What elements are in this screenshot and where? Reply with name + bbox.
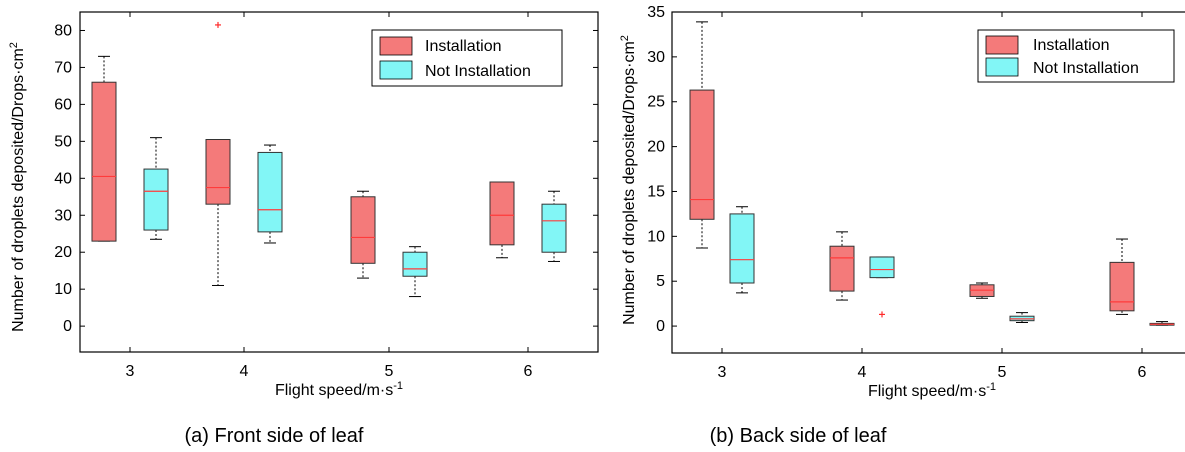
legend: Installation Not Installation xyxy=(977,29,1175,83)
box-installation-5 xyxy=(350,190,376,279)
box-iqr xyxy=(91,81,117,242)
y-tick-label: 80 xyxy=(54,22,72,39)
y-tick-label: 70 xyxy=(54,59,72,76)
box-not-installation-5 xyxy=(402,246,428,298)
box-iqr xyxy=(689,89,715,220)
legend-label-not-installation: Not Installation xyxy=(1033,60,1139,77)
box-iqr xyxy=(489,181,515,246)
box-installation-4 xyxy=(829,231,855,301)
panel-back-side: 0 5 10 15 20 25 30 35 3 4 5 6 Installation Not Inst… xyxy=(619,4,1185,447)
caption: (b) Back side of leaf xyxy=(710,425,887,447)
y-tick-label: 35 xyxy=(647,4,665,21)
legend-swatch-not-installation xyxy=(985,57,1019,77)
x-axis-label: Flight speed/m·s-1 xyxy=(275,380,403,399)
y-tick-label: 10 xyxy=(54,281,72,298)
y-tick-label: 0 xyxy=(63,318,72,335)
chart-marks xyxy=(689,21,1175,326)
box-iqr xyxy=(205,139,231,205)
y-tick-label: 40 xyxy=(54,170,72,187)
y-tick-label: 30 xyxy=(54,207,72,224)
box-iqr xyxy=(869,256,895,279)
legend-label-installation: Installation xyxy=(425,38,502,55)
box-installation-6 xyxy=(1109,238,1135,315)
y-tick-label: 25 xyxy=(647,94,665,111)
box-iqr xyxy=(1109,261,1135,312)
box-not-installation-3 xyxy=(143,137,169,240)
y-tick-label: 5 xyxy=(656,273,665,290)
box-iqr xyxy=(729,213,755,284)
y-axis-label: Number of droplets deposited/Drops·cm2 xyxy=(619,35,638,325)
y-tick-label: 50 xyxy=(54,133,72,150)
box-iqr xyxy=(829,245,855,292)
legend: Installation Not Installation xyxy=(371,29,563,87)
x-tick-label: 5 xyxy=(998,364,1007,381)
x-tick-label: 6 xyxy=(524,363,533,380)
x-tick-label: 4 xyxy=(240,363,249,380)
box-iqr xyxy=(257,151,283,233)
y-axis-label: Number of droplets deposited/Drops·cm2 xyxy=(8,42,27,332)
box-iqr xyxy=(350,196,376,264)
caption: (a) Front side of leaf xyxy=(185,425,364,447)
chart-marks xyxy=(91,21,567,298)
y-tick-label: 15 xyxy=(647,183,665,200)
y-tick-label: 10 xyxy=(647,228,665,245)
box-installation-5 xyxy=(969,282,995,299)
box-not-installation-4 xyxy=(257,144,283,244)
outlier-marker xyxy=(879,311,885,318)
legend-swatch-installation xyxy=(985,35,1019,55)
y-tick-label: 30 xyxy=(647,49,665,66)
outlier-marker xyxy=(215,21,221,28)
box-not-installation-6 xyxy=(1149,321,1175,326)
panel-front-side: 0 10 20 30 40 50 60 70 80 3 4 5 6 Installation Not I… xyxy=(8,11,599,447)
x-tick-label: 4 xyxy=(858,364,867,381)
box-iqr xyxy=(541,203,567,253)
box-installation-3 xyxy=(689,21,715,249)
axis-ticks: 0 10 20 30 40 50 60 70 80 3 4 5 6 xyxy=(54,12,598,380)
legend-label-not-installation: Not Installation xyxy=(425,63,531,80)
legend-swatch-installation xyxy=(379,36,413,56)
legend-swatch-not-installation xyxy=(379,60,413,80)
box-not-installation-6 xyxy=(541,190,567,262)
box-not-installation-5 xyxy=(1009,312,1035,323)
y-tick-label: 20 xyxy=(647,139,665,156)
x-tick-label: 3 xyxy=(126,363,135,380)
box-installation-3 xyxy=(91,55,117,242)
y-tick-label: 20 xyxy=(54,244,72,261)
box-installation-4 xyxy=(205,21,231,286)
y-tick-label: 60 xyxy=(54,96,72,113)
box-iqr xyxy=(402,251,428,277)
plot-frame xyxy=(671,11,1185,354)
y-tick-label: 0 xyxy=(656,318,665,335)
plot-frame xyxy=(79,11,599,353)
x-tick-label: 6 xyxy=(1138,364,1147,381)
box-installation-6 xyxy=(489,181,515,259)
axis-ticks: 0 5 10 15 20 25 30 35 3 4 5 6 xyxy=(647,4,1147,381)
x-axis-label: Flight speed/m·s-1 xyxy=(868,381,996,400)
x-tick-label: 3 xyxy=(718,364,727,381)
box-not-installation-3 xyxy=(729,206,755,294)
box-iqr xyxy=(143,168,169,231)
box-not-installation-4 xyxy=(869,256,895,318)
legend-label-installation: Installation xyxy=(1033,37,1110,54)
x-tick-label: 5 xyxy=(385,363,394,380)
